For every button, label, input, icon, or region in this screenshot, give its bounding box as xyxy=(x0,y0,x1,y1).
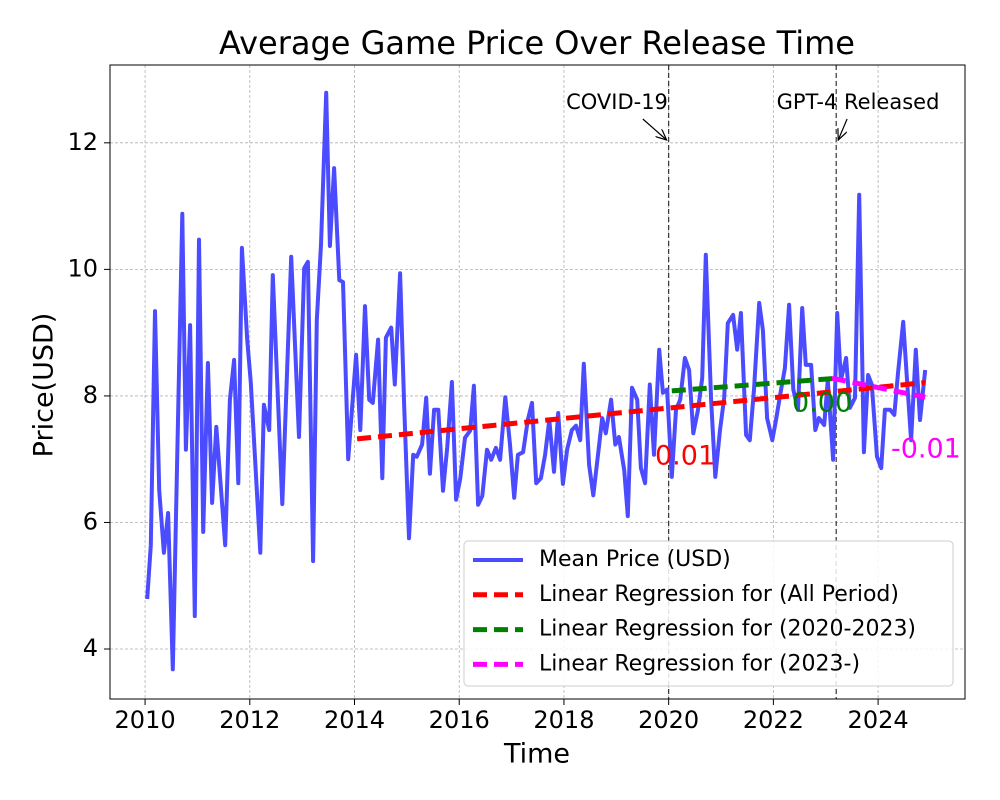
x-tick-label: 2024 xyxy=(848,706,909,734)
y-tick-label: 6 xyxy=(83,507,98,535)
x-tick-label: 2014 xyxy=(324,706,385,734)
x-tick-label: 2016 xyxy=(429,706,490,734)
y-axis-label: Price(USD) xyxy=(29,313,60,458)
plot-frame xyxy=(109,64,966,700)
event-arrow xyxy=(642,118,667,140)
legend-label: Linear Regression for (2023-) xyxy=(539,651,860,676)
x-tick-label: 2018 xyxy=(533,706,594,734)
legend-box xyxy=(463,540,954,687)
y-tick-label: 4 xyxy=(83,634,98,662)
slope-label: -0.01 xyxy=(891,434,961,465)
chart-title: Average Game Price Over Release Time xyxy=(219,24,855,62)
event-arrow xyxy=(838,118,848,140)
y-tick-label: 10 xyxy=(67,254,98,282)
legend-label: Linear Regression for (2020-2023) xyxy=(539,617,916,642)
plot-area xyxy=(145,90,928,672)
x-tick-label: 2020 xyxy=(638,706,699,734)
regression-line xyxy=(671,375,838,394)
y-tick-label: 8 xyxy=(83,381,98,409)
slope-label: 0.01 xyxy=(655,441,715,472)
legend-label: Linear Regression for (All Period) xyxy=(539,582,899,607)
price-line xyxy=(145,90,928,672)
x-tick-label: 2022 xyxy=(743,706,804,734)
legend-label: Mean Price (USD) xyxy=(539,547,731,572)
regression-line xyxy=(831,375,926,400)
event-label: GPT-4 Released xyxy=(777,90,940,114)
x-tick-label: 2012 xyxy=(219,706,280,734)
regression-line xyxy=(356,380,926,442)
slope-label: 0.00 xyxy=(792,388,852,419)
x-axis-label: Time xyxy=(503,739,570,770)
y-tick-label: 12 xyxy=(67,128,98,156)
event-label: COVID-19 xyxy=(566,90,668,114)
x-tick-label: 2010 xyxy=(115,706,176,734)
